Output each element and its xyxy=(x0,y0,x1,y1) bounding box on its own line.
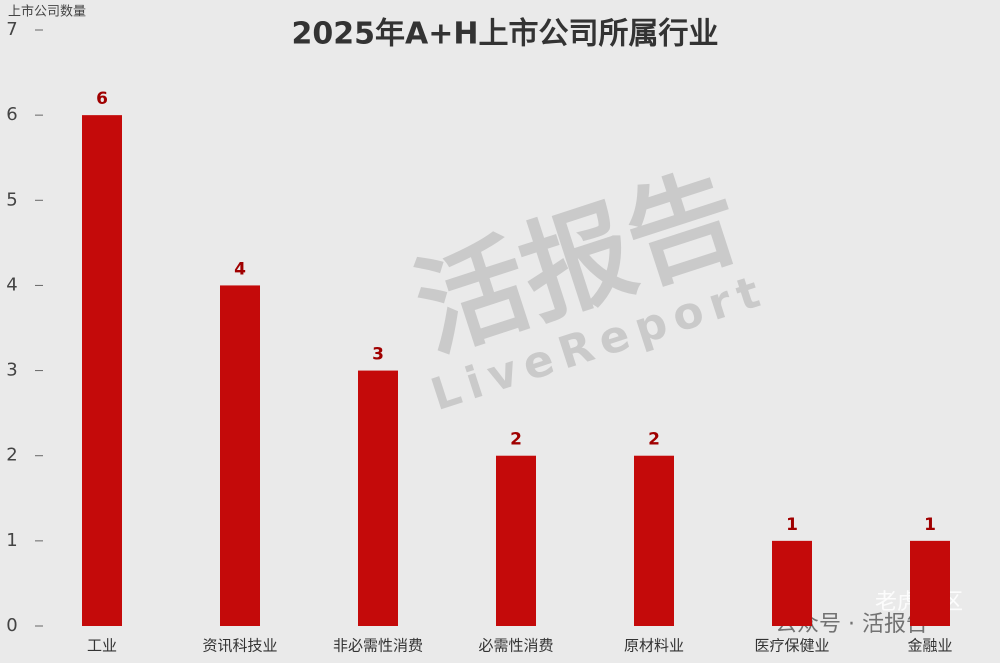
y-tick-label: 2 xyxy=(6,445,17,466)
bar xyxy=(772,540,812,626)
x-tick-label: 必需性消费 xyxy=(478,637,553,655)
value-label: 3 xyxy=(372,345,384,365)
y-tick-label: 0 xyxy=(6,615,17,636)
y-tick-label: 7 xyxy=(6,19,17,40)
bar xyxy=(220,285,260,626)
y-tick-label: 5 xyxy=(6,189,17,210)
value-label: 1 xyxy=(924,515,936,535)
bar xyxy=(634,455,674,626)
value-label: 1 xyxy=(786,515,798,535)
x-tick-label: 资讯科技业 xyxy=(202,637,277,655)
value-label: 2 xyxy=(648,430,660,450)
bar xyxy=(358,370,398,626)
y-tick-label: 6 xyxy=(6,104,17,125)
bar xyxy=(910,540,950,626)
value-label: 4 xyxy=(234,259,246,279)
y-tick-label: 4 xyxy=(6,274,17,295)
value-label: 2 xyxy=(510,430,522,450)
chart-title: 2025年A+H上市公司所属行业 xyxy=(292,17,719,52)
bar xyxy=(82,115,122,627)
x-tick-label: 金融业 xyxy=(907,637,952,655)
x-tick-label: 医疗保健业 xyxy=(754,637,829,655)
y-axis-label: 上市公司数量 xyxy=(8,4,86,20)
bar xyxy=(496,455,536,626)
y-tick-label: 3 xyxy=(6,360,17,381)
y-tick-label: 1 xyxy=(6,530,17,551)
value-label: 6 xyxy=(96,89,108,109)
x-tick-label: 工业 xyxy=(87,637,117,655)
x-tick-label: 非必需性消费 xyxy=(333,637,423,655)
x-tick-label: 原材料业 xyxy=(624,637,684,655)
